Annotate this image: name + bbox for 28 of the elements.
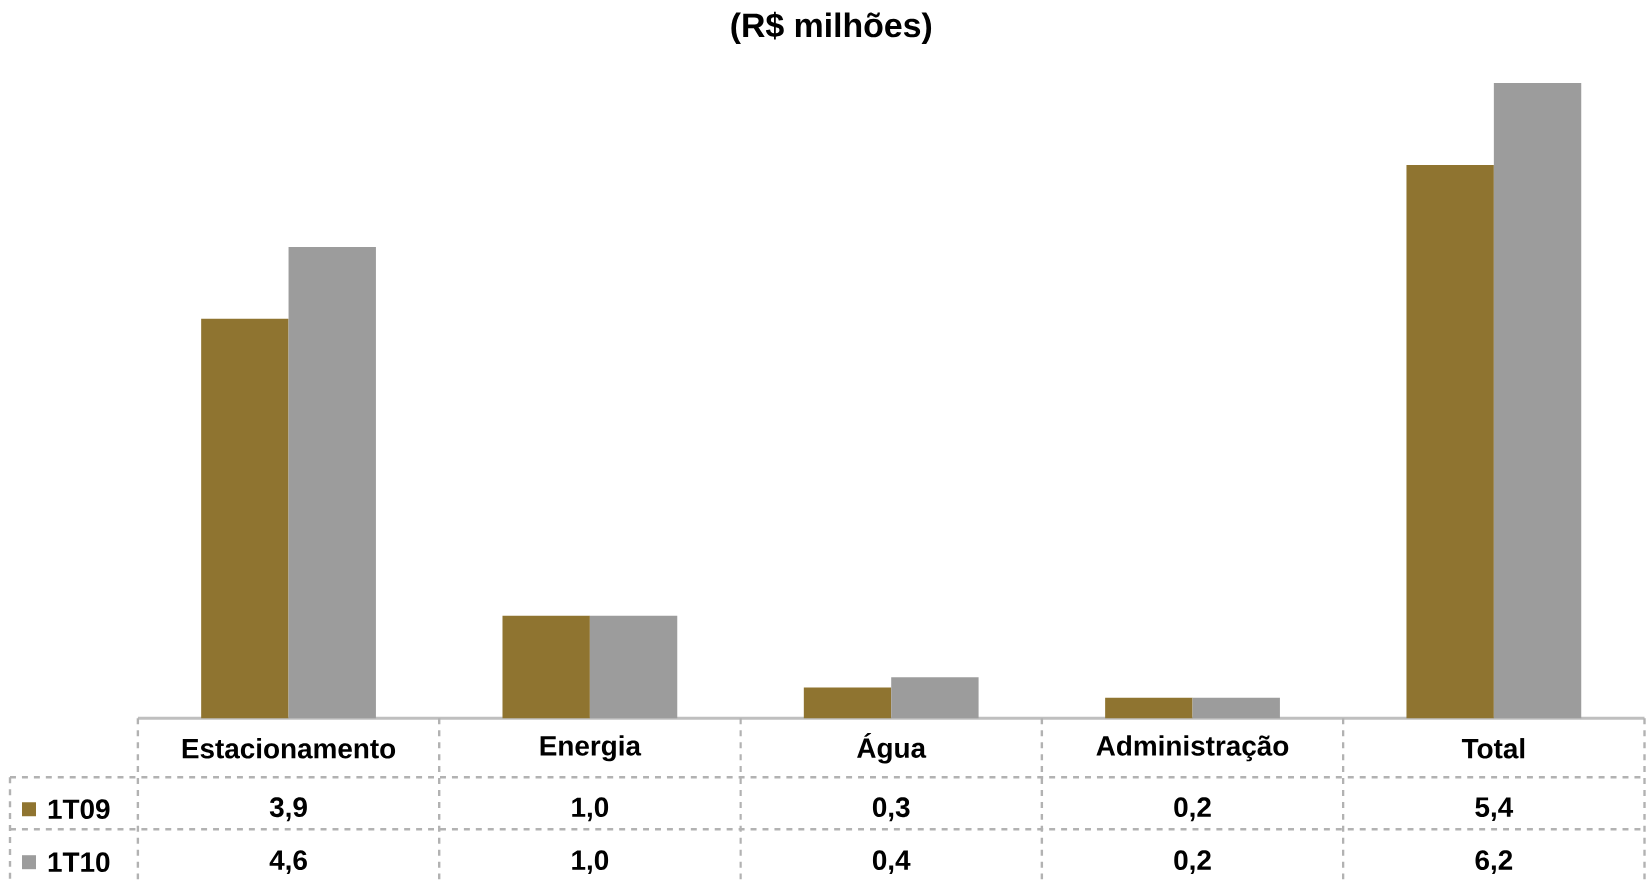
data-label: 1,0 xyxy=(572,850,609,875)
data-label: 6,2 xyxy=(1475,850,1513,875)
data-label: 4,6 xyxy=(269,850,307,875)
x-tick-label: Administração xyxy=(1096,735,1289,762)
data-label: 3,9 xyxy=(269,797,307,822)
bar xyxy=(1105,697,1193,719)
data-label: 0,4 xyxy=(872,850,911,875)
x-tick-label: Água xyxy=(857,733,927,764)
x-tick-label: Energia xyxy=(540,735,642,762)
data-label: 0,2 xyxy=(1174,850,1211,875)
bar xyxy=(1406,165,1494,719)
legend-label: 1T10 xyxy=(48,852,110,873)
bar xyxy=(803,687,892,719)
data-label: 5,4 xyxy=(1475,797,1514,822)
bar xyxy=(1493,83,1582,719)
bar xyxy=(891,677,979,719)
legend-label: 1T09 xyxy=(48,799,110,820)
data-label: 1,0 xyxy=(572,797,609,822)
bar xyxy=(1192,697,1280,719)
bar xyxy=(288,247,376,719)
bar xyxy=(201,318,289,719)
data-label: 0,3 xyxy=(872,797,910,822)
chart-title: (R$ milhões) xyxy=(731,12,932,45)
data-label: 0,2 xyxy=(1174,797,1211,822)
bar xyxy=(502,615,590,719)
bar xyxy=(589,615,678,719)
x-tick-label: Total xyxy=(1461,738,1525,759)
x-tick-label: Estacionamento xyxy=(182,738,396,759)
